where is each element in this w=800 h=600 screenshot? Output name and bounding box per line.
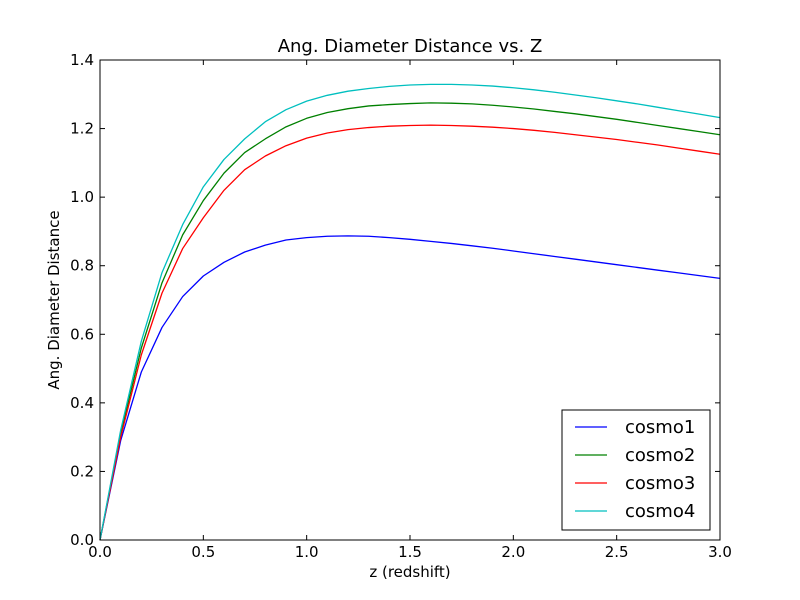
x-tick-label: 0.0 bbox=[88, 543, 112, 561]
legend-label-cosmo4: cosmo4 bbox=[625, 501, 695, 522]
y-tick-label: 0.4 bbox=[70, 394, 94, 412]
legend: cosmo1 cosmo2 cosmo3 cosmo4 bbox=[561, 409, 711, 531]
x-tick-label: 1.5 bbox=[398, 543, 422, 561]
ticks-layer: 0.0 0.5 1.0 1.5 2.0 2.5 3.0 0.0 0.2 0.4 0.6 0.8 1.0 1… bbox=[70, 51, 732, 561]
legend-label-cosmo3: cosmo3 bbox=[625, 473, 695, 494]
x-tick-label: 0.5 bbox=[191, 543, 215, 561]
x-tick-label: 3.0 bbox=[708, 543, 732, 561]
y-axis-label: Ang. Diameter Distance bbox=[45, 210, 63, 389]
chart-title: Ang. Diameter Distance vs. Z bbox=[278, 36, 543, 57]
y-tick-label: 1.2 bbox=[70, 120, 94, 138]
y-tick-label: 0.6 bbox=[70, 325, 94, 343]
x-tick-label: 2.0 bbox=[501, 543, 525, 561]
x-axis-label: z (redshift) bbox=[369, 563, 450, 581]
series-line-cosmo4 bbox=[99, 83, 721, 541]
series-layer bbox=[99, 83, 721, 541]
x-tick-label: 1.0 bbox=[295, 543, 319, 561]
y-tick-label: 1.0 bbox=[70, 188, 94, 206]
y-tick-label: 1.4 bbox=[70, 51, 94, 69]
y-tick-label: 0.2 bbox=[70, 462, 94, 480]
legend-frame bbox=[561, 409, 711, 531]
series-line-cosmo2 bbox=[99, 102, 721, 541]
legend-label-cosmo1: cosmo1 bbox=[625, 417, 695, 438]
series-line-cosmo3 bbox=[99, 124, 721, 541]
y-tick-label: 0.0 bbox=[70, 531, 94, 549]
y-tick-label: 0.8 bbox=[70, 257, 94, 275]
series-line-cosmo1 bbox=[99, 235, 721, 541]
legend-label-cosmo2: cosmo2 bbox=[625, 445, 695, 466]
x-tick-label: 2.5 bbox=[605, 543, 629, 561]
